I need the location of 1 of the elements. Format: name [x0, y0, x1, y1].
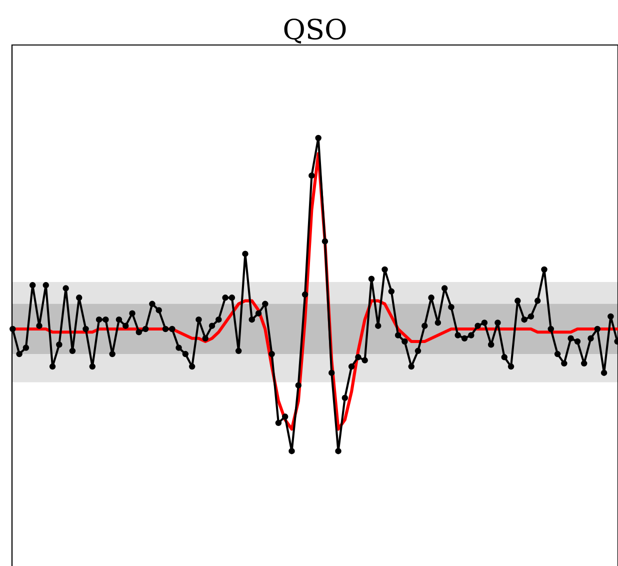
- chart-title: QSO: [284, 18, 346, 44]
